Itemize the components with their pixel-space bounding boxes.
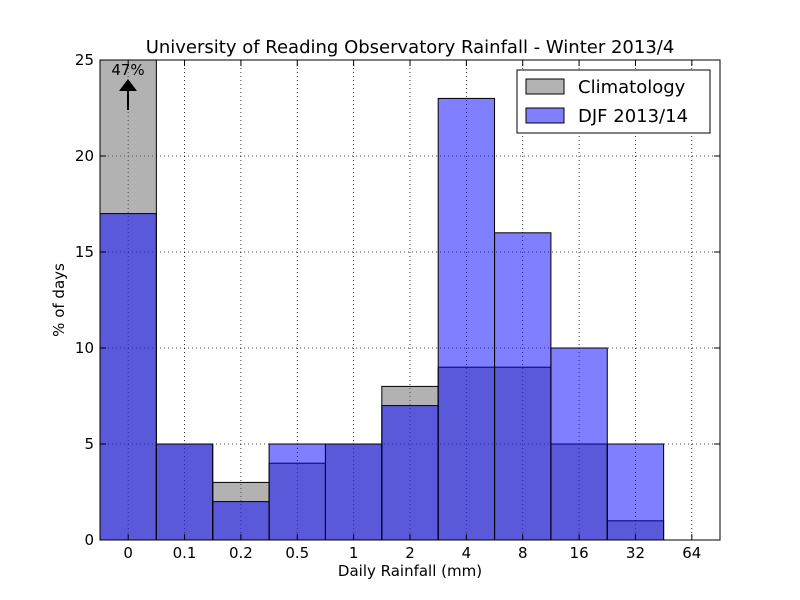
legend: Climatology DJF 2013/14 <box>516 69 711 134</box>
x-tick-label: 16 <box>570 544 589 562</box>
x-tick-label: 0.5 <box>285 544 309 562</box>
annotation-text: 47% <box>111 61 144 79</box>
y-tick-label: 15 <box>75 243 94 261</box>
y-axis-label: % of days <box>50 263 68 337</box>
bar-djf-6 <box>437 97 496 541</box>
x-tick-label: 8 <box>518 544 528 562</box>
x-tick-label: 64 <box>682 544 701 562</box>
x-tick-label: 2 <box>405 544 415 562</box>
bar-djf-5 <box>381 405 439 541</box>
y-tick-label: 10 <box>75 339 94 357</box>
y-tick-label: 20 <box>75 147 94 165</box>
y-tick-label: 5 <box>84 435 94 453</box>
bar-djf-2 <box>212 501 270 541</box>
x-tick-label: 4 <box>462 544 472 562</box>
x-tick-label: 0.2 <box>229 544 253 562</box>
x-tick-label: 0.1 <box>173 544 197 562</box>
bar-groups <box>99 59 665 541</box>
bar-djf-8 <box>550 347 608 541</box>
series-djf-2013-14 <box>99 97 665 541</box>
up-arrow-icon <box>119 79 137 110</box>
bar-djf-9 <box>606 443 665 541</box>
legend-label-djf: DJF 2013/14 <box>578 106 688 127</box>
y-axis-ticks: 0 5 10 15 20 25 <box>75 51 720 549</box>
bar-djf-3 <box>268 443 326 541</box>
bar-djf-1 <box>155 443 214 541</box>
y-tick-label: 0 <box>84 531 94 549</box>
bar-djf-7 <box>494 232 552 541</box>
y-tick-label: 25 <box>75 51 94 69</box>
chart-title: University of Reading Observatory Rainfa… <box>146 37 675 58</box>
grid-lines <box>100 59 720 541</box>
x-tick-label: 1 <box>349 544 359 562</box>
x-axis-ticks: 0 0.1 0.2 0.5 1 2 4 8 16 32 64 <box>123 60 701 562</box>
x-tick-label: 32 <box>626 544 645 562</box>
legend-swatch-climatology <box>525 78 565 95</box>
overflow-annotation: 47% <box>111 61 145 110</box>
bar-djf-0 <box>99 213 157 541</box>
legend-label-climatology: Climatology <box>578 77 686 98</box>
legend-swatch-djf <box>525 107 565 124</box>
x-axis-label: Daily Rainfall (mm) <box>338 562 482 580</box>
x-tick-label: 0 <box>123 544 133 562</box>
bar-djf-4 <box>324 443 383 541</box>
